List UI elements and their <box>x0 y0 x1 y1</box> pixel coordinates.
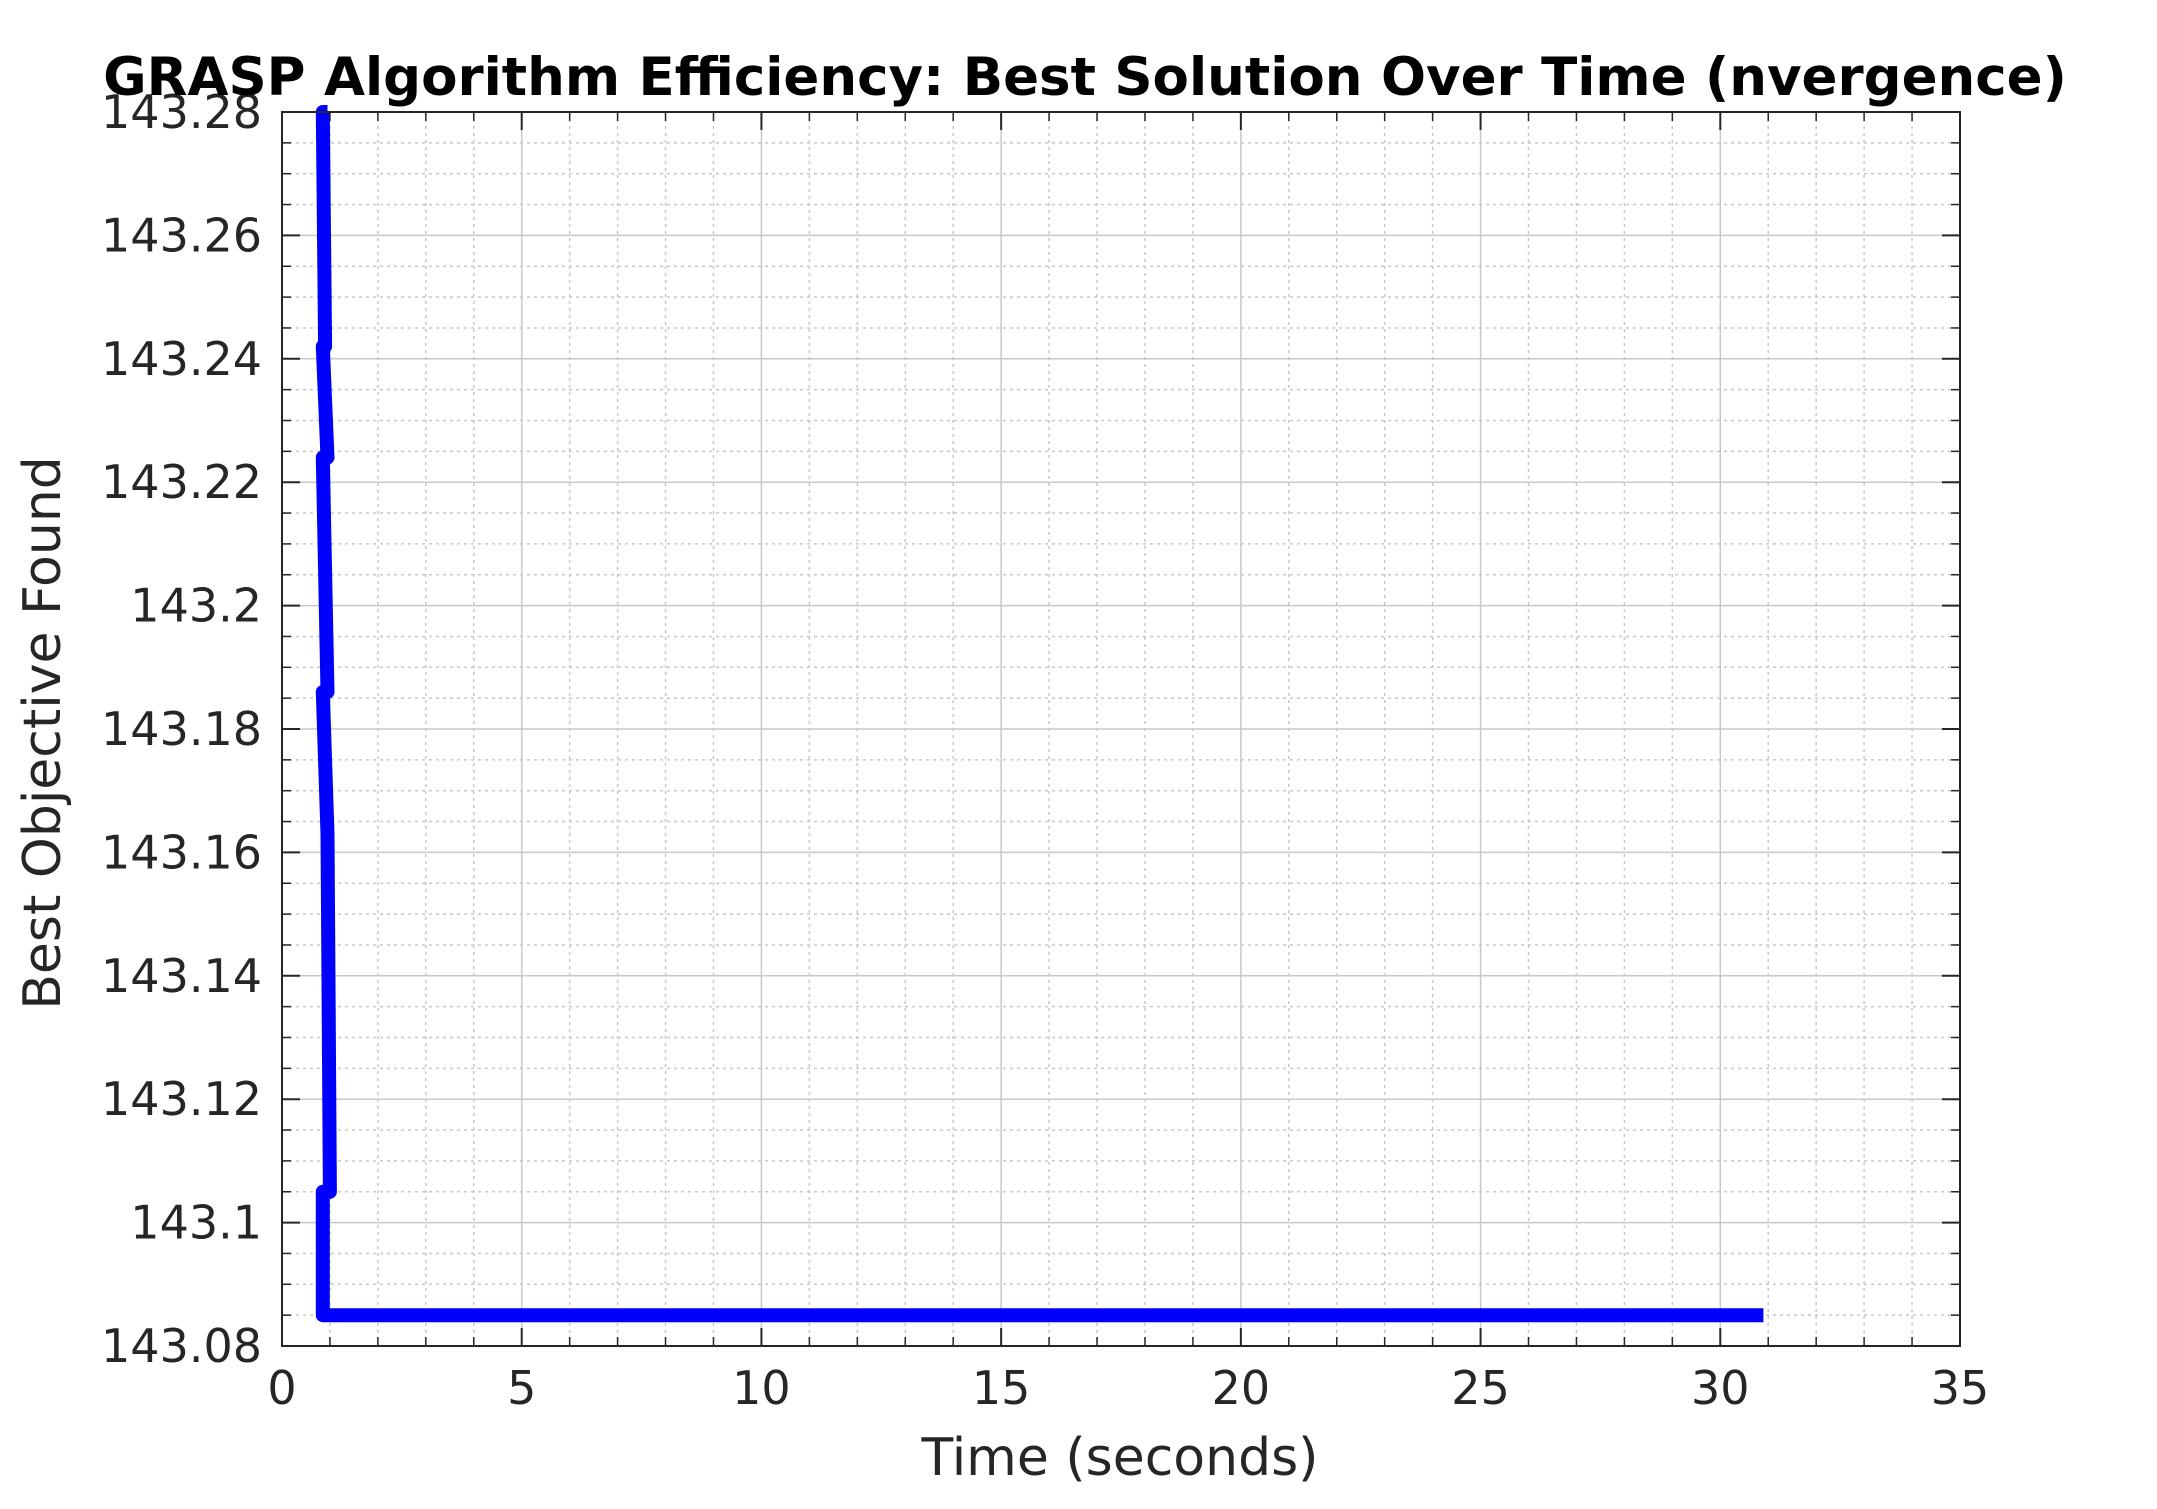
x-tick-label: 20 <box>1212 1361 1271 1415</box>
major-grid <box>282 112 1960 1346</box>
x-axis-title: Time (seconds) <box>921 1428 1319 1488</box>
x-tick-label: 35 <box>1931 1361 1990 1415</box>
x-tick-labels: 0 5 10 15 20 25 30 35 <box>267 1361 1989 1415</box>
y-tick-label: 143.26 <box>101 208 262 262</box>
x-tick-label: 25 <box>1451 1361 1510 1415</box>
series-line <box>315 105 1764 1323</box>
x-tick-label: 0 <box>267 1361 296 1415</box>
y-axis-title: Best Objective Found <box>13 456 73 1010</box>
y-tick-label: 143.22 <box>101 455 262 509</box>
y-tick-label: 143.24 <box>101 332 262 386</box>
y-tick-labels: 143.08 143.1 143.12 143.14 143.16 143.18 143.2… <box>101 85 262 1373</box>
y-tick-label: 143.12 <box>101 1072 262 1126</box>
x-tick-label: 5 <box>507 1361 536 1415</box>
tick-marks <box>281 111 1961 1347</box>
y-tick-label: 143.08 <box>101 1319 262 1373</box>
series-layer <box>315 105 1764 1323</box>
y-tick-label: 143.28 <box>101 85 262 139</box>
y-tick-label: 143.18 <box>101 702 262 756</box>
y-tick-label: 143.1 <box>130 1196 262 1250</box>
x-tick-label: 15 <box>972 1361 1031 1415</box>
x-tick-label: 10 <box>732 1361 791 1415</box>
x-tick-label: 30 <box>1691 1361 1750 1415</box>
y-tick-label: 143.2 <box>130 579 262 633</box>
chart-title: GRASP Algorithm Efficiency: Best Solutio… <box>103 47 2067 108</box>
y-tick-label: 143.14 <box>101 949 262 1003</box>
y-tick-label: 143.16 <box>101 825 262 879</box>
